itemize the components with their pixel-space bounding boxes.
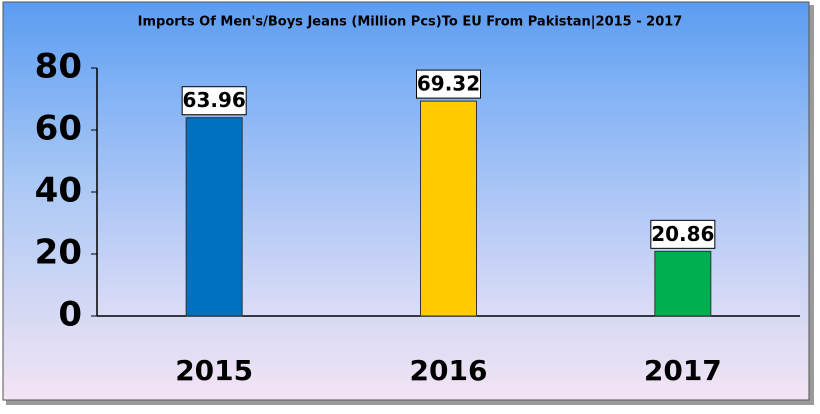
x-tick-label: 2017	[644, 354, 722, 387]
x-tick-label: 2015	[175, 354, 253, 387]
y-tick-label: 80	[35, 47, 82, 87]
data-label: 69.32	[417, 72, 480, 96]
y-tick-label: 60	[35, 109, 82, 149]
y-tick-label: 0	[58, 295, 82, 335]
y-tick-label: 40	[35, 171, 82, 211]
bar	[654, 250, 712, 317]
data-label: 20.86	[651, 222, 714, 246]
data-label-box	[416, 69, 481, 99]
data-label-box	[181, 86, 247, 116]
chart-title: Imports Of Men's/Boys Jeans (Million Pcs…	[138, 15, 683, 30]
y-tick-label: 20	[35, 233, 82, 273]
data-label: 63.96	[183, 88, 246, 112]
data-label-box	[650, 219, 716, 249]
bar	[185, 117, 243, 317]
x-tick-label: 2016	[410, 354, 488, 387]
bar	[420, 100, 477, 317]
